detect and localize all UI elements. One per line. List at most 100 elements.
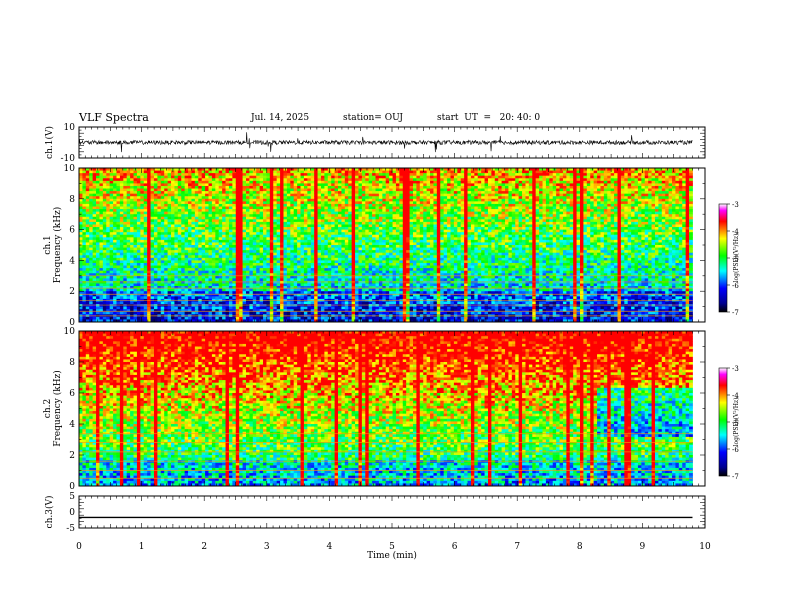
spectrogram-cell <box>334 304 339 307</box>
spectrogram-cell <box>174 278 179 282</box>
spectrogram-cell <box>171 265 175 269</box>
spectrogram-cell <box>269 242 274 246</box>
spectrogram-cell <box>177 247 182 251</box>
spectrogram-cell <box>201 268 206 272</box>
spectrogram-cell <box>314 170 318 174</box>
spectrogram-cell <box>140 196 145 200</box>
spectrogram-cell <box>113 188 117 192</box>
spectrogram-cell <box>293 242 298 246</box>
spectrogram-cell <box>259 183 264 187</box>
spectrogram-cell <box>157 193 162 197</box>
spectrogram-cell <box>126 247 131 251</box>
spectrogram-cell <box>133 178 138 182</box>
spectrogram-cell <box>276 193 281 197</box>
spectrogram-cell <box>143 301 148 305</box>
spectrogram-cell <box>283 188 288 192</box>
spectrogram-cell <box>174 198 179 202</box>
spectrogram-cell <box>160 255 165 259</box>
spectrogram-cell <box>211 211 216 215</box>
spectrogram-cell <box>164 311 169 315</box>
spectrogram-cell <box>331 198 336 202</box>
spectrogram-cell <box>201 252 206 256</box>
spectrogram-cell <box>320 170 325 174</box>
spectrogram-cell <box>143 291 148 295</box>
spectrogram-cell <box>239 168 243 171</box>
spectrogram-cell <box>140 316 145 320</box>
spectrogram-cell <box>174 275 179 279</box>
spectrogram-cell <box>307 214 312 218</box>
spectrogram-cell <box>177 311 182 315</box>
spectrogram-cell <box>331 301 336 305</box>
spectrogram-cell <box>269 232 274 236</box>
spectrogram-cell <box>89 319 94 323</box>
spectrogram-cell <box>320 201 325 205</box>
spectrogram-cell <box>320 178 325 182</box>
spectrogram-cell <box>184 250 189 254</box>
spectrogram-cell <box>314 180 318 184</box>
spectrogram-cell <box>198 214 203 218</box>
spectrogram-cell <box>327 193 332 197</box>
spectrogram-cell <box>82 193 87 197</box>
spectrogram-cell <box>341 224 346 228</box>
spectrogram-cell <box>133 270 138 274</box>
spectrogram-cell <box>320 242 325 246</box>
spectrogram-cell <box>355 168 359 171</box>
spectrogram-cell <box>303 301 308 305</box>
spectrogram-cell <box>102 319 107 323</box>
spectrogram-cell <box>177 229 182 233</box>
spectrogram-cell <box>201 173 206 177</box>
spectrogram-cell <box>191 268 196 272</box>
spectrogram-cell <box>157 280 162 284</box>
spectrogram-cell <box>307 247 312 251</box>
spectrogram-cell <box>358 198 363 202</box>
spectrogram-cell <box>280 291 284 295</box>
spectrogram-cell <box>283 242 288 246</box>
spectrogram-cell <box>300 188 305 192</box>
spectrogram-cell <box>239 293 243 297</box>
spectrogram-cell <box>283 280 288 284</box>
spectrogram-cell <box>310 316 315 320</box>
spectrogram-cell <box>327 280 332 284</box>
spectrogram-cell <box>222 193 226 197</box>
spectrogram-cell <box>208 265 213 269</box>
spectrogram-cell <box>198 211 203 215</box>
spectrogram-cell <box>348 301 353 305</box>
spectrogram-cell <box>348 242 353 246</box>
spectrogram-cell <box>286 278 291 282</box>
spectrogram-cell <box>150 229 155 233</box>
spectrogram-cell <box>201 170 206 174</box>
spectrogram-cell <box>188 275 192 279</box>
spectrogram-cell <box>171 273 175 277</box>
spectrogram-cell <box>228 255 233 259</box>
spectrogram-cell <box>215 173 220 177</box>
spectrogram-cell <box>351 283 356 287</box>
spectrogram-cell <box>171 216 175 220</box>
spectrogram-cell <box>181 283 186 287</box>
spectrogram-cell <box>222 304 226 307</box>
spectrogram-cell <box>208 188 213 192</box>
spectrogram-cell <box>205 309 209 313</box>
spectrogram-cell <box>126 237 131 241</box>
spectrogram-cell <box>215 232 220 236</box>
spectrogram-cell <box>355 224 359 228</box>
spectrogram-cell <box>96 306 100 310</box>
spectrogram-cell <box>225 175 230 179</box>
spectrogram-cell <box>174 280 179 284</box>
spectrogram-cell <box>82 291 87 295</box>
spectrogram-cell <box>307 185 312 189</box>
spectrogram-cell <box>208 316 213 320</box>
spectrogram-cell <box>297 262 301 266</box>
spectrogram-cell <box>164 170 169 174</box>
spectrogram-cell <box>85 221 90 225</box>
spectrogram-cell <box>184 180 189 184</box>
spectrogram-cell <box>150 203 155 207</box>
spectrogram-cell <box>280 211 284 215</box>
spectrogram-cell <box>140 306 145 310</box>
spectrogram-cell <box>79 250 83 254</box>
spectrogram-cell <box>297 268 301 272</box>
spectrogram-cell <box>358 173 363 177</box>
spectrogram-cell <box>228 316 233 320</box>
spectrogram-cell <box>109 319 114 323</box>
spectrogram-cell <box>331 247 336 251</box>
spectrogram-cell <box>181 237 186 241</box>
